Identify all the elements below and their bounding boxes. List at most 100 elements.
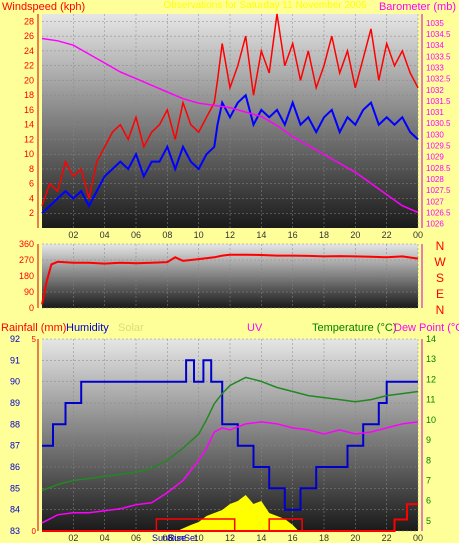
rainfall-line [42,503,418,532]
x-tick-label: 06 [131,533,141,543]
wind-tick-label: 24 [24,46,34,56]
direction-letter: S [436,271,444,285]
barometer-tick-label: 1026 [426,220,444,229]
humidity-tick-label: 87 [10,441,20,451]
barometer-tick-label: 1030.5 [426,119,451,128]
barometer-line [41,37,419,214]
wind-tick-label: 16 [24,105,34,115]
temperature-tick-label: 8 [426,455,431,465]
barometer-tick-label: 1032 [426,86,444,95]
direction-tick-label: 270 [19,255,34,265]
barometer-tick-label: 1032.5 [426,75,451,84]
rainfall-tick-label: 0 [32,527,37,536]
wind-tick-label: 22 [24,61,34,71]
x-tick-label: 16 [288,533,298,543]
humidity-tick-label: 85 [10,483,20,493]
x-tick-label: 14 [256,533,266,543]
humidity-tick-label: 88 [10,419,20,429]
wind-tick-label: 20 [24,75,34,85]
wind-tick-label: 14 [24,120,34,130]
temperature-tick-label: 13 [426,354,436,364]
wind-tick-label: 12 [24,134,34,144]
x-tick-label: 10 [194,230,204,240]
uv-label: UV [247,322,263,334]
x-tick-label: 02 [68,230,78,240]
direction-tick-label: 90 [24,287,34,297]
temperature-label: Temperature (°C) [312,322,396,334]
direction-letter: N [436,303,445,317]
barometer-tick-label: 1028 [426,175,444,184]
barometer-tick-label: 1034.5 [426,30,451,39]
temperature-tick-label: 12 [426,374,436,384]
wind-tick-label: 6 [29,179,34,189]
direction-tick-label: 360 [19,239,34,249]
x-tick-label: 02 [68,533,78,543]
sunset-label: SunSet [168,533,198,543]
x-tick-label: 20 [350,230,360,240]
humidity-tick-label: 84 [10,505,20,515]
barometer-tick-label: 1033 [426,64,444,73]
x-tick-label: 18 [319,533,329,543]
x-tick-label: 14 [256,230,266,240]
temperature-tick-label: 14 [426,334,436,344]
barometer-tick-label: 1028.5 [426,164,451,173]
sunrise-label: SunRise [152,533,186,543]
x-tick-label: 08 [162,230,172,240]
chart-title: Observations for Saturday 11 November 20… [163,0,367,11]
temperature-tick-label: 10 [426,415,436,425]
wind-tick-label: 8 [29,164,34,174]
x-tick-label: 18 [319,230,329,240]
wind-direction-line [41,253,419,305]
solar-label: Solar [118,322,144,334]
windspeed-axis-label: Windspeed (kph) [2,1,85,13]
temperature-tick-label: 7 [426,475,431,485]
wind-tick-label: 2 [29,208,34,218]
x-tick-label: 04 [100,230,110,240]
humidity-label: Humidity [66,322,109,334]
rainfall-label: Rainfall (mm) [1,322,66,334]
x-tick-label: 22 [382,533,392,543]
x-tick-label: 12 [225,230,235,240]
wind-gust-line [41,13,419,207]
temperature-line [41,376,419,492]
humidity-tick-label: 91 [10,355,20,365]
x-tick-label: 10 [194,533,204,543]
barometer-tick-label: 1035 [426,19,444,28]
wind-average-line [41,93,419,214]
x-tick-label: 00 [413,230,423,240]
direction-letter: E [436,287,444,301]
x-tick-label: 08 [162,533,172,543]
rainfall-tick-label: 5 [32,335,37,344]
temperature-tick-label: 6 [426,496,431,506]
direction-letter: W [434,255,446,269]
x-tick-label: 16 [288,230,298,240]
wind-plot-area [42,14,418,228]
barometer-tick-label: 1029.5 [426,142,451,151]
wind-tick-label: 18 [24,90,34,100]
humidity-tick-label: 83 [10,526,20,536]
temperature-tick-label: 9 [426,435,431,445]
wind-tick-label: 10 [24,149,34,159]
direction-tick-label: 0 [29,303,34,313]
barometer-tick-label: 1026.5 [426,208,451,217]
x-tick-label: 04 [100,533,110,543]
barometer-tick-label: 1033.5 [426,52,451,61]
x-tick-label: 00 [413,533,423,543]
x-tick-label: 20 [350,533,360,543]
barometer-tick-label: 1030 [426,130,444,139]
barometer-tick-label: 1027 [426,197,444,206]
direction-tick-label: 180 [19,271,34,281]
humidity-tick-label: 86 [10,462,20,472]
wind-tick-label: 4 [29,193,34,203]
x-tick-label: 12 [225,533,235,543]
barometer-tick-label: 1031.5 [426,97,451,106]
barometer-tick-label: 1034 [426,41,444,50]
wind-tick-label: 28 [24,16,34,26]
temperature-tick-label: 11 [426,395,435,405]
humidity-tick-label: 92 [10,334,20,344]
humidity-tick-label: 90 [10,377,20,387]
x-tick-label: 22 [382,230,392,240]
x-tick-label: 06 [131,230,141,240]
barometer-tick-label: 1027.5 [426,186,451,195]
